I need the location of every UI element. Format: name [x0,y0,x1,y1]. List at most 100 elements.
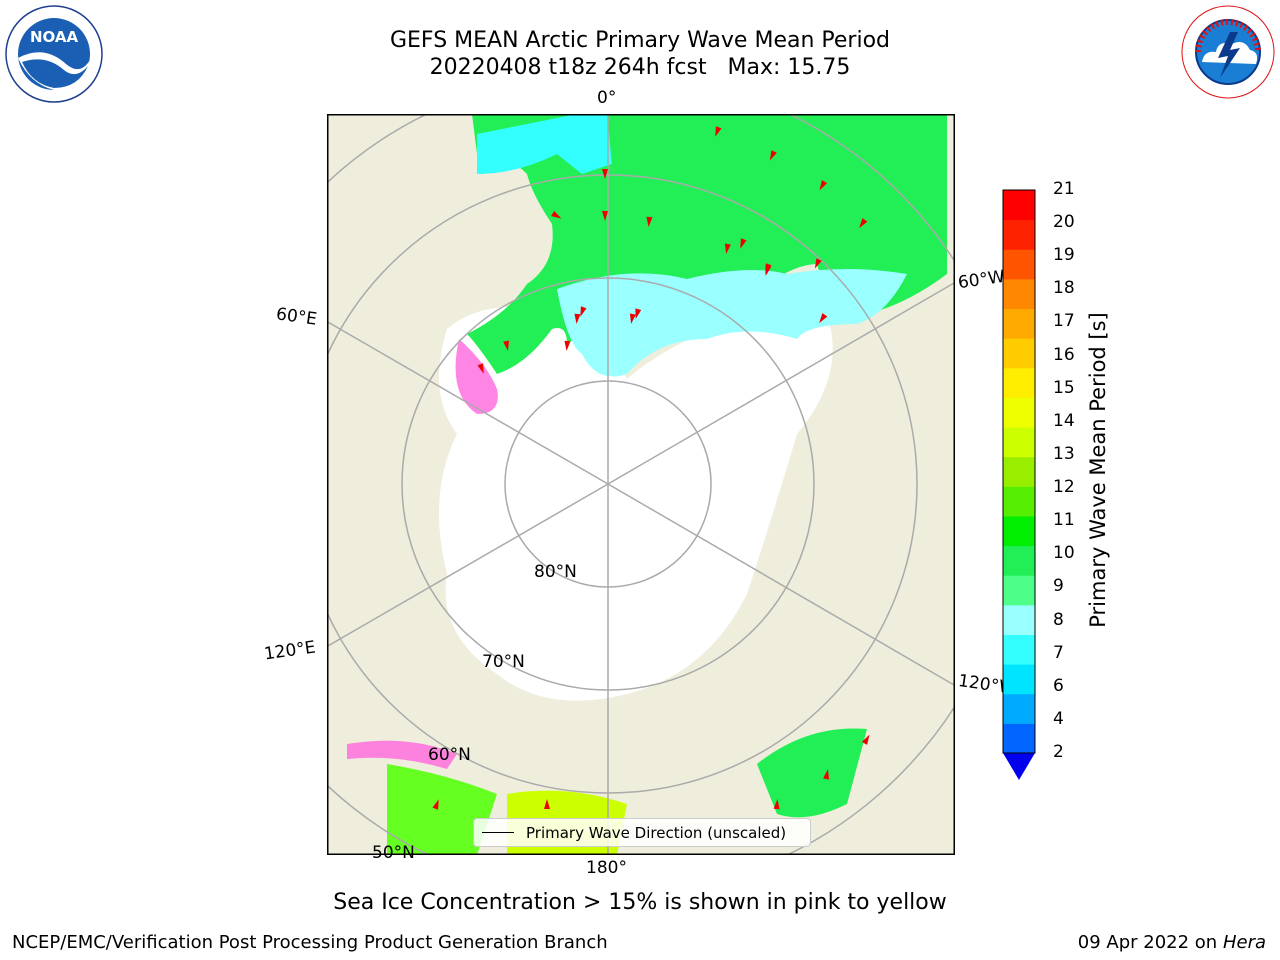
wave-direction-arrow [715,126,722,137]
wave-direction-arrow [432,799,439,810]
wave-direction-arrow [823,769,830,780]
wave-direction-arrow [819,180,828,191]
colorbar-tick-label: 14 [1053,410,1075,431]
colorbar-swatch [1003,634,1035,665]
ice-edge-wave-field [557,269,907,377]
colorbar-tick-label: 11 [1053,510,1075,531]
colorbar-tick-label: 7 [1053,642,1064,663]
colorbar-swatch [1003,723,1035,754]
colorbar-swatch [1003,427,1035,458]
map-frame [327,114,955,855]
colorbar-tick-label: 18 [1053,278,1075,299]
colorbar-swatch [1003,486,1035,517]
pacific-wave-field-east [757,728,867,818]
colorbar-tick-label: 15 [1053,377,1075,398]
nws-logo [1178,2,1278,102]
sea-ice-edge [455,339,498,414]
pacific-wave-field-west [387,764,497,855]
legend-label: Primary Wave Direction (unscaled) [526,823,787,842]
colorbar-swatch [1003,278,1035,310]
lon-label-60w: 60°W [956,266,1007,294]
wave-direction-arrow [740,238,747,249]
colorbar-tick-label: 19 [1053,245,1075,266]
noaa-logo-text: NOAA [30,28,79,46]
colorbar-tick-label: 6 [1053,675,1064,696]
sea-ice-note: Sea Ice Concentration > 15% is shown in … [333,890,947,915]
colorbar-swatch [1003,367,1035,398]
colorbar-tick-label: 4 [1053,708,1064,729]
footer-left: NCEP/EMC/Verification Post Processing Pr… [12,932,608,953]
colorbar-swatch [1003,604,1035,635]
colorbar-swatch [1003,397,1035,428]
colorbar-tick-label: 20 [1053,212,1075,233]
colorbar-swatch [1003,575,1035,606]
wave-direction-arrow [564,340,571,351]
footer-machine: Hera [1222,932,1266,953]
lon-label-60e: 60°E [274,304,319,330]
bering-sea-ice [347,740,457,769]
footer-date: 09 Apr 2022 on [1077,932,1223,953]
footer-right: 09 Apr 2022 on Hera [1078,932,1266,953]
wave-direction-arrow [503,340,510,351]
wave-direction-arrow [574,313,581,324]
wave-direction-arrow [477,363,484,374]
wave-direction-arrow [602,169,608,179]
colorbar-swatch [1003,249,1035,280]
map-legend: Primary Wave Direction (unscaled) [473,818,811,847]
colorbar-tick-label: 9 [1053,576,1064,597]
meridian-lines [327,114,955,855]
chart-subtitle: 20220408 t18z 264h fcst Max: 15.75 [429,55,851,80]
colorbar-tick-label: 16 [1053,344,1075,365]
wave-direction-arrow [773,799,780,810]
wave-direction-arrow [819,313,828,324]
wave-direction-arrow [635,308,642,319]
wave-direction-arrow [551,210,562,219]
wave-direction-arrow [724,243,731,254]
wave-direction-arrow [602,211,608,221]
colorbar-extend-arrow [1003,753,1035,780]
wave-direction-arrow [859,218,868,229]
colorbar-tick-label: 21 [1053,179,1075,199]
colorbar [1000,186,1040,786]
chart-title: GEFS MEAN Arctic Primary Wave Mean Perio… [389,28,890,53]
colorbar-swatches [1003,190,1035,754]
lat-label-60: 60°N [428,745,471,765]
colorbar-frame [1002,189,1036,754]
north-sea-wave-field [477,114,612,174]
lon-label-180: 180° [586,858,627,878]
legend-line-icon [482,832,514,833]
wave-direction-arrow [544,799,550,809]
colorbar-swatch [1003,219,1035,250]
colorbar-swatch [1003,664,1035,695]
colorbar-tick-label: 10 [1053,543,1075,564]
colorbar-tick-label: 17 [1053,311,1075,332]
wave-direction-arrow [814,258,822,269]
colorbar-tick-label: 13 [1053,443,1075,464]
wave-direction-arrow [769,150,777,161]
wave-direction-arrow [580,306,587,317]
lat-label-70: 70°N [482,652,525,672]
wave-direction-arrows [432,126,870,810]
polar-map [327,114,955,855]
colorbar-tick-label: 8 [1053,609,1064,630]
colorbar-label: Primary Wave Mean Period [s] [1086,312,1110,628]
lon-label-0: 0° [597,88,617,108]
colorbar-swatch [1003,456,1035,487]
colorbar-swatch [1003,515,1035,547]
colorbar-swatch [1003,338,1035,369]
wave-direction-arrow [861,734,870,745]
map-panel [327,114,955,855]
colorbar-swatch [1003,693,1035,724]
wave-direction-arrow [646,216,653,227]
colorbar-swatch [1003,308,1035,339]
lat-label-50: 50°N [372,843,415,863]
lat-label-80: 80°N [534,562,577,582]
colorbar-tick-label: 2 [1053,742,1064,762]
lon-label-120e: 120°E [262,637,317,665]
colorbar-tick-label: 12 [1053,477,1075,498]
wave-direction-arrow [765,263,772,274]
colorbar-swatch [1003,545,1035,576]
wave-direction-arrow [629,313,636,324]
noaa-logo: NOAA [4,4,104,104]
colorbar-swatch [1003,190,1035,221]
